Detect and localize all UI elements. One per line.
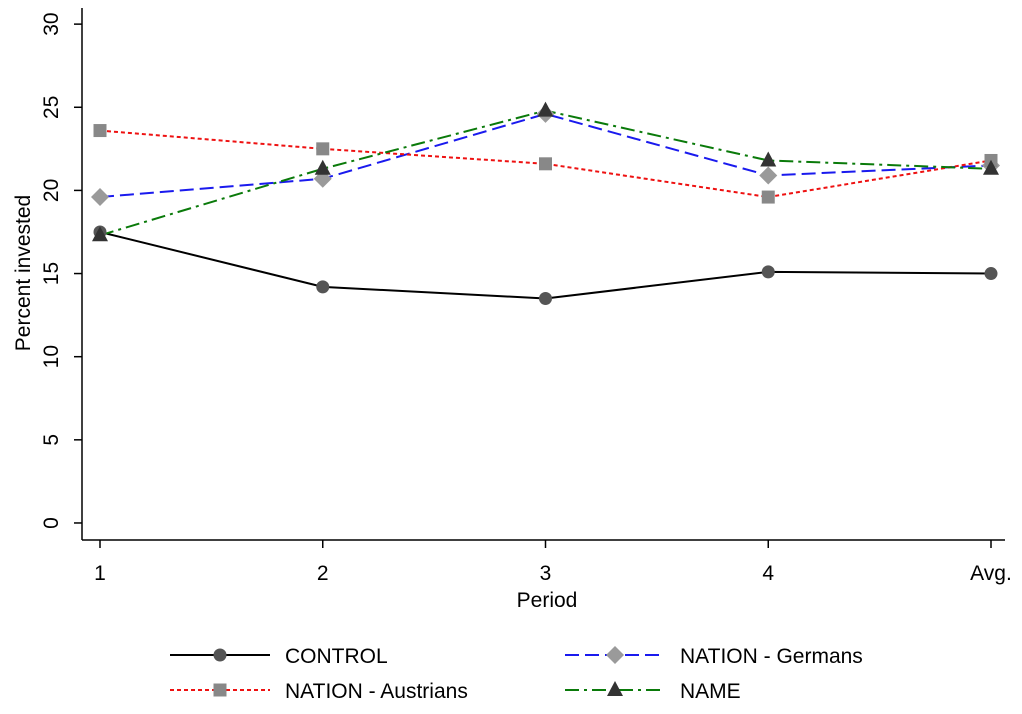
data-point bbox=[760, 151, 777, 167]
series-line bbox=[99, 231, 992, 300]
data-point bbox=[92, 226, 108, 242]
data-point bbox=[537, 101, 554, 117]
y-axis-label: Percent invested bbox=[12, 195, 35, 351]
data-point bbox=[761, 190, 775, 204]
legend-label: NATION - Austrians bbox=[285, 680, 468, 703]
x-tick-label: 3 bbox=[540, 562, 552, 585]
y-tick-label: 20 bbox=[40, 179, 63, 202]
x-tick-label: 4 bbox=[762, 562, 774, 585]
x-tick-label: 1 bbox=[94, 562, 106, 585]
x-axis-label: Period bbox=[517, 589, 578, 612]
data-point bbox=[93, 124, 107, 138]
data-point bbox=[539, 157, 552, 171]
data-point bbox=[984, 267, 998, 281]
data-point bbox=[316, 142, 330, 156]
series-line bbox=[99, 129, 992, 199]
legend-marker bbox=[606, 646, 624, 664]
data-point bbox=[761, 265, 775, 279]
data-point bbox=[316, 280, 330, 294]
data-point bbox=[983, 159, 999, 175]
data-point bbox=[759, 166, 778, 185]
y-tick-label: 0 bbox=[40, 517, 63, 529]
x-tick-label: 2 bbox=[317, 562, 329, 585]
data-point bbox=[539, 291, 552, 305]
legend-label: CONTROL bbox=[285, 645, 388, 668]
legend-marker bbox=[607, 681, 623, 696]
y-tick-label: 10 bbox=[40, 345, 63, 368]
data-point bbox=[314, 159, 331, 175]
y-tick-label: 30 bbox=[40, 12, 63, 35]
series-line bbox=[99, 112, 992, 199]
series-line bbox=[99, 109, 992, 237]
legend-marker bbox=[213, 683, 227, 697]
y-tick-label: 15 bbox=[40, 262, 63, 285]
y-tick-label: 5 bbox=[40, 434, 63, 446]
x-tick-label: Avg. bbox=[970, 562, 1012, 585]
y-tick-label: 25 bbox=[40, 96, 63, 119]
data-point bbox=[91, 188, 109, 207]
legend-label: NATION - Germans bbox=[680, 645, 863, 668]
legend-label: NAME bbox=[680, 680, 741, 703]
legend-marker bbox=[213, 648, 227, 662]
